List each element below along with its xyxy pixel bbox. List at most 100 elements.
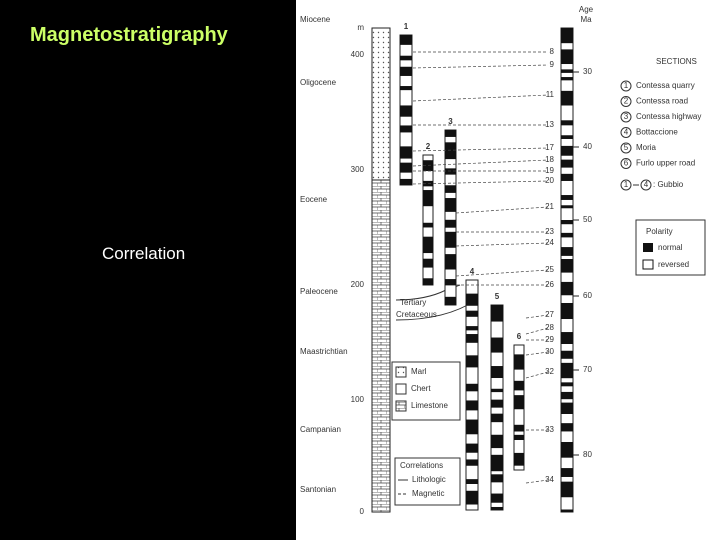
gubbio-label: : Gubbio <box>653 180 684 189</box>
polarity-band <box>445 296 456 305</box>
polarity-reversed: reversed <box>658 260 689 269</box>
polarity-band <box>400 35 412 45</box>
number-circle <box>620 142 632 154</box>
polarity-band <box>514 434 524 441</box>
correlation-line <box>455 206 549 214</box>
polarity-band <box>561 481 573 498</box>
polarity-band <box>561 281 573 296</box>
age-label: 30 <box>583 67 592 76</box>
polarity-normal: normal <box>658 243 683 252</box>
polarity-band <box>561 90 573 106</box>
correlation-line <box>525 479 549 484</box>
chron-label: 26 <box>545 280 554 289</box>
correlation-item: Magnetic <box>412 489 444 498</box>
chron-label: 9 <box>550 60 555 69</box>
slide-title: Magnetostratigraphy <box>30 24 228 46</box>
polarity-band <box>561 49 573 65</box>
section-number: 6 <box>517 332 522 341</box>
polarity-band <box>445 185 456 193</box>
litho-label: Limestone <box>411 401 448 410</box>
polarity-band <box>561 509 573 512</box>
circled-number: 3 <box>624 112 629 121</box>
polarity-band <box>466 490 478 505</box>
polarity-band <box>491 474 503 483</box>
section-number: 3 <box>448 117 453 126</box>
meter-unit: m <box>357 23 364 32</box>
polarity-band <box>400 125 412 133</box>
stage-label: Oligocene <box>300 78 337 87</box>
age-label: Age <box>579 5 594 14</box>
stage-label: Paleocene <box>300 287 338 296</box>
polarity-band <box>561 247 573 256</box>
polarity-band <box>423 190 433 207</box>
polarity-band <box>445 142 456 160</box>
polarity-band <box>466 310 478 317</box>
polarity-band <box>400 162 412 173</box>
polarity-band <box>466 443 478 453</box>
polarity-band <box>491 399 503 408</box>
polarity-band <box>400 86 412 91</box>
boundary-label: Cretaceous <box>396 310 437 319</box>
stage-label: Campanian <box>300 425 341 434</box>
polarity-band <box>400 178 412 185</box>
number-circle <box>620 179 632 191</box>
polarity-band <box>491 337 503 353</box>
polarity-band <box>491 454 503 472</box>
correlation-line <box>412 159 549 167</box>
polarity-band <box>561 259 573 273</box>
polarity-band <box>514 380 524 391</box>
number-circle <box>620 96 632 107</box>
polarity-band <box>561 232 573 238</box>
polarity-band <box>561 362 573 379</box>
polarity-band <box>466 334 478 343</box>
stage-label: Santonian <box>300 485 336 494</box>
polarity-band <box>561 77 573 81</box>
polarity-band <box>445 219 456 228</box>
meter-label: 300 <box>351 165 365 174</box>
figure-background <box>296 0 720 540</box>
chron-label: 29 <box>545 335 554 344</box>
chron-label: 33 <box>545 425 554 434</box>
chron-label: 24 <box>545 238 554 247</box>
chron-label: 32 <box>545 367 554 376</box>
stage-label: Miocene <box>300 15 331 24</box>
polarity-band <box>445 198 456 212</box>
section-name: Bottaccione <box>636 128 678 137</box>
figure: m 400 300 200 100 0 Miocene Oligocene Eocene Pale… <box>296 0 720 540</box>
polarity-band <box>561 145 573 156</box>
litho-swatch <box>395 400 407 412</box>
polarity-band <box>514 395 524 410</box>
polarity-band <box>561 382 573 387</box>
polarity-band <box>466 479 478 484</box>
polarity-band <box>561 391 573 400</box>
correlation-line <box>525 351 549 356</box>
polarity-band <box>561 220 573 225</box>
polarity-band <box>561 205 573 209</box>
polarity-band <box>423 222 433 228</box>
slide-subtitle: Correlation <box>102 244 186 263</box>
polarity-band <box>561 332 573 345</box>
polarity-band <box>400 55 412 61</box>
section-number: 2 <box>426 142 431 151</box>
polarity-band <box>561 302 573 320</box>
boundary-label: Tertiary <box>400 298 426 307</box>
polarity-band <box>445 231 456 248</box>
polarity-band <box>466 419 478 435</box>
meter-label: 200 <box>351 280 365 289</box>
polarity-band <box>561 402 573 415</box>
number-circle <box>620 158 632 169</box>
polarity-band <box>561 441 573 458</box>
chron-label: 17 <box>545 143 554 152</box>
chron-label: 20 <box>545 176 554 185</box>
chron-label: 23 <box>545 227 554 236</box>
circled-number: 2 <box>624 97 629 106</box>
chron-label: 11 <box>546 90 555 99</box>
correlations-title: Correlations <box>400 461 443 470</box>
age-label: 60 <box>583 291 592 300</box>
chron-label: 28 <box>545 323 554 332</box>
polarity-band <box>561 173 573 181</box>
polarity-band <box>400 146 412 159</box>
meter-label: 100 <box>351 395 365 404</box>
age-unit: Ma <box>580 15 592 24</box>
swatch-reversed <box>642 259 654 270</box>
